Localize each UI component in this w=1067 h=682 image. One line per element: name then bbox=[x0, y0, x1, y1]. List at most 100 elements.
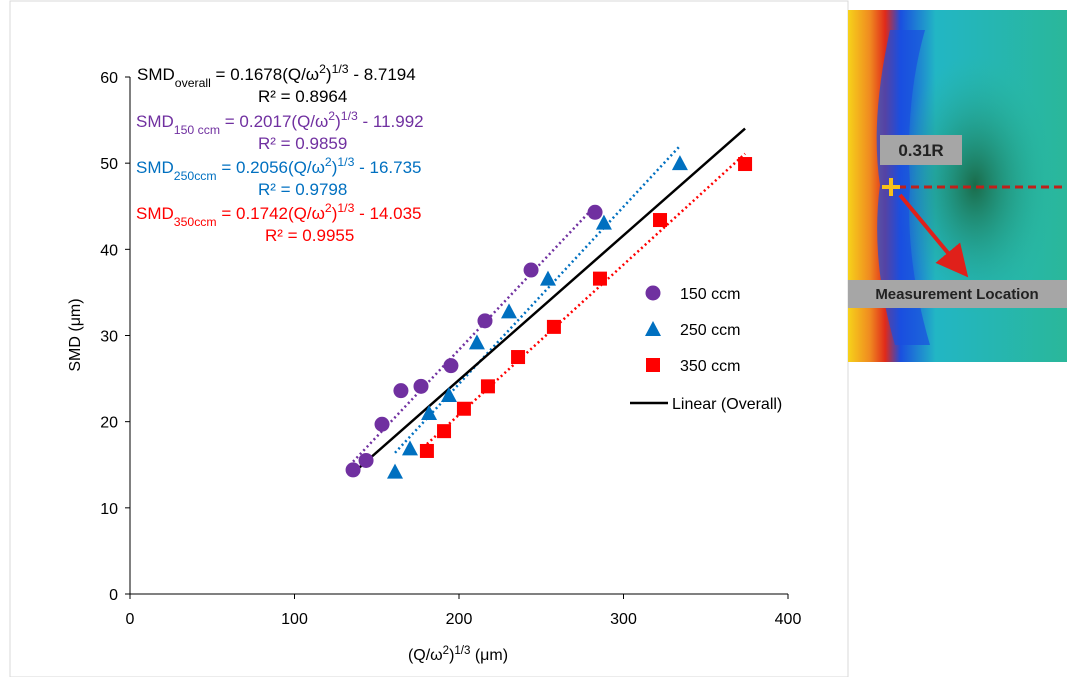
data-point bbox=[387, 463, 404, 479]
text-part: ) bbox=[332, 158, 338, 177]
data-point bbox=[421, 405, 438, 421]
text-part: 1/3 bbox=[332, 62, 349, 76]
y-axis-label: SMD (μm) bbox=[67, 298, 84, 371]
trend-r2: R² = 0.9955 bbox=[265, 226, 354, 245]
legend-label: 150 ccm bbox=[680, 286, 740, 303]
y-tick-label: 0 bbox=[109, 587, 118, 604]
x-tick-label: 300 bbox=[610, 611, 637, 628]
trend-line bbox=[426, 152, 746, 445]
text-part: (μm) bbox=[470, 647, 508, 664]
data-point bbox=[440, 386, 457, 402]
trend-r2: R² = 0.9859 bbox=[258, 134, 347, 153]
data-point bbox=[477, 313, 493, 329]
y-tick-label: 20 bbox=[100, 415, 118, 432]
text-part: - 16.735 bbox=[354, 158, 421, 177]
text-part: 1/3 bbox=[341, 109, 358, 123]
text-part: - 11.992 bbox=[358, 112, 424, 131]
data-point bbox=[653, 213, 668, 228]
trend-r2: R² = 0.9798 bbox=[258, 180, 347, 199]
text-part: 2 bbox=[325, 155, 332, 169]
x-axis-label: (Q/ω2)1/3 (μm) bbox=[408, 645, 508, 664]
y-tick-label: 40 bbox=[100, 242, 118, 259]
text-part: (Q/ω bbox=[408, 647, 443, 664]
data-point bbox=[501, 303, 518, 319]
text-part: 350ccm bbox=[174, 215, 217, 229]
data-point bbox=[480, 379, 495, 394]
data-point bbox=[413, 378, 429, 394]
data-point bbox=[401, 440, 418, 456]
y-tick-label: 60 bbox=[100, 70, 118, 87]
label-box bbox=[848, 280, 1067, 308]
arrow bbox=[898, 193, 969, 278]
trend-equation: SMDoverall = 0.1678(Q/ω2)1/3 - 8.7194 bbox=[137, 62, 416, 90]
trend-line bbox=[352, 127, 746, 475]
text-part: = 0.1742(Q/ω bbox=[217, 204, 325, 223]
text-part: 1/3 bbox=[337, 201, 354, 215]
trend-equation: SMD350ccm = 0.1742(Q/ω2)1/3 - 14.035 bbox=[136, 201, 422, 229]
text-part: = 0.2056(Q/ω bbox=[217, 158, 325, 177]
heatmap-core bbox=[895, 55, 1055, 315]
x-tick-label: 0 bbox=[126, 611, 135, 628]
data-point bbox=[539, 270, 556, 286]
y-tick-label: 30 bbox=[100, 329, 118, 346]
data-point bbox=[738, 157, 753, 172]
text-part: ) bbox=[449, 647, 454, 664]
image-label: 0.31R bbox=[898, 141, 943, 160]
y-tick-label: 50 bbox=[100, 156, 118, 173]
data-point bbox=[523, 262, 539, 278]
legend-marker bbox=[645, 321, 661, 336]
x-tick-label: 100 bbox=[281, 611, 308, 628]
data-point bbox=[468, 334, 485, 350]
legend-label: Linear (Overall) bbox=[672, 396, 782, 413]
data-point bbox=[358, 452, 374, 468]
text-part: - 8.7194 bbox=[349, 65, 416, 84]
text-part: 2 bbox=[443, 645, 449, 657]
text-part: = 0.1678(Q/ω bbox=[211, 65, 319, 84]
legend-marker bbox=[645, 285, 661, 301]
image-label: Measurement Location bbox=[875, 286, 1038, 303]
data-point bbox=[671, 155, 688, 171]
data-point bbox=[393, 383, 409, 399]
x-tick-label: 400 bbox=[775, 611, 802, 628]
inset-image: 0.31R Measurement Location bbox=[848, 10, 1067, 362]
data-point bbox=[587, 204, 603, 220]
trend-equation: SMD250ccm = 0.2056(Q/ω2)1/3 - 16.735 bbox=[136, 155, 422, 183]
text-part: SMD bbox=[136, 112, 174, 131]
data-point bbox=[456, 401, 471, 416]
legend-label: 350 ccm bbox=[680, 358, 740, 375]
text-part: = 0.2017(Q/ω bbox=[220, 112, 328, 131]
text-part: 2 bbox=[325, 201, 332, 215]
data-point bbox=[595, 214, 612, 230]
text-part: ) bbox=[332, 204, 338, 223]
text-part: SMD bbox=[136, 158, 174, 177]
text-part: ) bbox=[326, 65, 332, 84]
text-part: SMD bbox=[137, 65, 175, 84]
trend-r2: R² = 0.8964 bbox=[258, 87, 347, 106]
x-tick-label: 200 bbox=[446, 611, 473, 628]
data-point bbox=[546, 319, 561, 334]
cross bbox=[882, 178, 900, 196]
text-part: 2 bbox=[328, 109, 335, 123]
text-part: 150 ccm bbox=[174, 123, 220, 137]
data-point bbox=[419, 443, 434, 458]
data-point bbox=[437, 424, 452, 439]
text-part: 1/3 bbox=[337, 155, 354, 169]
data-point bbox=[443, 358, 459, 374]
text-part: - 14.035 bbox=[354, 204, 421, 223]
text-part: 1/3 bbox=[454, 645, 470, 657]
chart-border bbox=[9, 0, 849, 678]
label-box bbox=[880, 135, 962, 165]
text-part: overall bbox=[175, 76, 211, 90]
data-point bbox=[374, 416, 390, 432]
legend-label: 250 ccm bbox=[680, 322, 740, 339]
text-part: 250ccm bbox=[174, 169, 217, 183]
data-point bbox=[345, 462, 361, 478]
text-part: SMD bbox=[136, 204, 174, 223]
y-tick-label: 10 bbox=[100, 501, 118, 518]
data-point bbox=[592, 271, 607, 286]
trend-equation: SMD150 ccm = 0.2017(Q/ω2)1/3 - 11.992 bbox=[136, 109, 424, 137]
data-point bbox=[511, 350, 526, 365]
text-part: 2 bbox=[319, 62, 326, 76]
trend-line bbox=[352, 205, 596, 463]
